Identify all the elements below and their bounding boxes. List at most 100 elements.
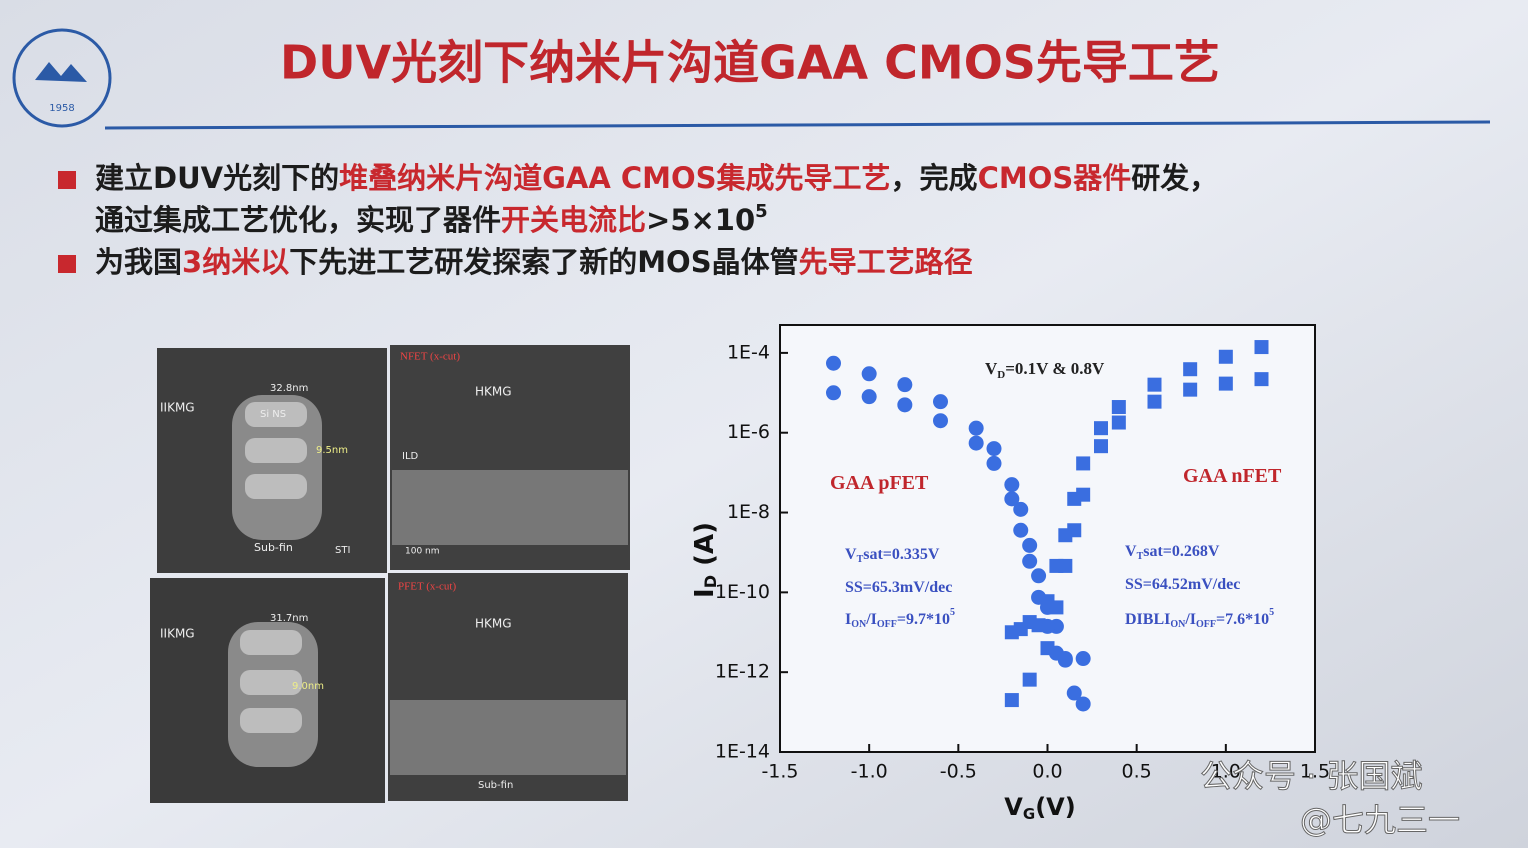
bullet-marker bbox=[58, 255, 76, 273]
x-tick-label: 1.5 bbox=[1300, 761, 1330, 783]
annotation: VTsat=0.335V bbox=[845, 546, 940, 566]
marker bbox=[1004, 693, 1019, 708]
marker bbox=[1075, 651, 1091, 667]
marker bbox=[1049, 600, 1064, 615]
annotation: GAA pFET bbox=[830, 472, 929, 494]
marker bbox=[1004, 477, 1020, 493]
channel-stack bbox=[390, 700, 626, 775]
marker bbox=[1013, 522, 1029, 538]
text-segment: 建立DUV光刻下的 bbox=[95, 161, 339, 195]
text-segment: 为我国 bbox=[95, 245, 182, 279]
nanosheet bbox=[245, 474, 307, 499]
annotation: VD=0.1V & 0.8V bbox=[985, 359, 1105, 381]
marker bbox=[897, 397, 913, 413]
image-label: Sub-fin bbox=[254, 541, 293, 554]
marker bbox=[1022, 672, 1037, 687]
marker bbox=[933, 413, 948, 429]
text-segment: 开关电流比 bbox=[501, 203, 646, 237]
annotation: SS=65.3mV/dec bbox=[845, 579, 952, 596]
marker bbox=[861, 366, 877, 382]
x-tick-label: 0.0 bbox=[1032, 761, 1062, 783]
text-segment: 通过集成工艺优化，实现了器件 bbox=[95, 203, 501, 237]
image-label: 100 nm bbox=[405, 547, 440, 557]
marker bbox=[933, 394, 948, 410]
marker bbox=[1254, 340, 1269, 355]
y-tick-label: 1E-12 bbox=[715, 661, 770, 683]
annotation: SS=64.52mV/dec bbox=[1125, 576, 1240, 593]
image-label: 32.8nm bbox=[270, 383, 308, 394]
marker bbox=[1057, 652, 1073, 668]
watermark-account: 公众号 · 张国斌 bbox=[1200, 757, 1423, 795]
marker bbox=[1031, 568, 1047, 584]
title-rule bbox=[104, 120, 1491, 130]
nanosheet bbox=[240, 708, 302, 733]
text-segment: 5 bbox=[755, 201, 768, 222]
x-tick-label: -0.5 bbox=[940, 761, 977, 783]
watermark: 公众号 · 张国斌 @七九三一 bbox=[1200, 757, 1461, 840]
marker bbox=[1076, 456, 1091, 471]
tem-images: 32.8nm IIKMG Si NS 9.5nm Sub-fin STI NFE… bbox=[150, 345, 630, 803]
marker bbox=[897, 377, 913, 393]
logo-mark bbox=[35, 62, 87, 82]
marker bbox=[1004, 491, 1020, 507]
marker bbox=[1094, 421, 1108, 436]
nanosheet bbox=[240, 630, 302, 655]
text-segment: 研发， bbox=[1131, 161, 1218, 195]
marker bbox=[1022, 553, 1038, 569]
image-label: NFET (x-cut) bbox=[400, 351, 460, 363]
bullet-line: 建立DUV光刻下的堆叠纳米片沟道GAA CMOS集成先导工艺，完成CMOS器件研… bbox=[95, 161, 1218, 195]
bullets: 建立DUV光刻下的堆叠纳米片沟道GAA CMOS集成先导工艺，完成CMOS器件研… bbox=[58, 161, 1218, 279]
x-axis-label: VG(V) bbox=[1004, 793, 1075, 823]
marker bbox=[1218, 349, 1233, 364]
image-label: 31.7nm bbox=[270, 613, 308, 624]
bullet-line: 通过集成工艺优化，实现了器件开关电流比>5×105 bbox=[95, 201, 768, 237]
marker bbox=[1067, 523, 1082, 538]
text-segment: 堆叠纳米片沟道GAA CMOS集成先导工艺 bbox=[339, 161, 890, 195]
marker bbox=[1058, 558, 1073, 573]
marker bbox=[968, 420, 984, 436]
marker bbox=[986, 455, 1002, 471]
annotation: ION/IOFF=9.7*105 bbox=[845, 607, 955, 630]
text-segment: 先导工艺路径 bbox=[799, 245, 973, 279]
marker bbox=[1183, 382, 1198, 397]
marker bbox=[826, 355, 841, 371]
marker bbox=[1094, 439, 1108, 454]
image-label: IIKMG bbox=[160, 401, 195, 415]
marker bbox=[1183, 362, 1198, 377]
slide-title: DUV光刻下纳米片沟道GAA CMOS先导工艺 bbox=[280, 36, 1220, 90]
x-tick-label: -1.0 bbox=[851, 761, 888, 783]
chart: 1E-4 1E-6 1E-8 1E-10 1E-12 1E-14-1.5 -1.0 -0.5 0… bbox=[715, 340, 1330, 783]
text-segment: ，完成 bbox=[891, 161, 978, 195]
marker bbox=[1147, 377, 1162, 392]
marker bbox=[968, 435, 984, 451]
bullet-marker bbox=[58, 171, 76, 189]
marker bbox=[1022, 537, 1038, 553]
image-label: ILD bbox=[402, 451, 419, 462]
x-tick-label: 1.0 bbox=[1211, 761, 1241, 783]
marker bbox=[1066, 685, 1082, 701]
x-tick-label: 0.5 bbox=[1122, 761, 1152, 783]
logo-text: 1958 bbox=[49, 103, 74, 114]
y-axis-label: ID (A) bbox=[690, 522, 720, 598]
image-label: 9.5nm bbox=[316, 445, 348, 456]
annotation: VTsat=0.268V bbox=[1125, 543, 1220, 563]
marker bbox=[1218, 376, 1233, 391]
image-label: HKMG bbox=[475, 617, 512, 631]
text-segment: >5×10 bbox=[646, 203, 755, 237]
bullet-line: 为我国3纳米以下先进工艺研发探索了新的MOS晶体管先导工艺路径 bbox=[95, 245, 973, 279]
marker bbox=[1147, 394, 1162, 409]
y-tick-label: 1E-4 bbox=[727, 341, 770, 363]
marker bbox=[1111, 400, 1126, 415]
marker bbox=[1075, 696, 1091, 712]
marker bbox=[861, 389, 877, 405]
text-segment: 下先进工艺研发探索了新的MOS晶体管 bbox=[289, 245, 798, 279]
image-label: Si NS bbox=[260, 409, 286, 420]
marker bbox=[1254, 372, 1269, 387]
annotation: GAA nFET bbox=[1183, 465, 1282, 487]
watermark-handle: @七九三一 bbox=[1300, 801, 1460, 839]
plot-area bbox=[779, 324, 1316, 753]
marker bbox=[1040, 641, 1055, 656]
marker bbox=[1111, 415, 1126, 430]
nanosheet bbox=[245, 438, 307, 463]
